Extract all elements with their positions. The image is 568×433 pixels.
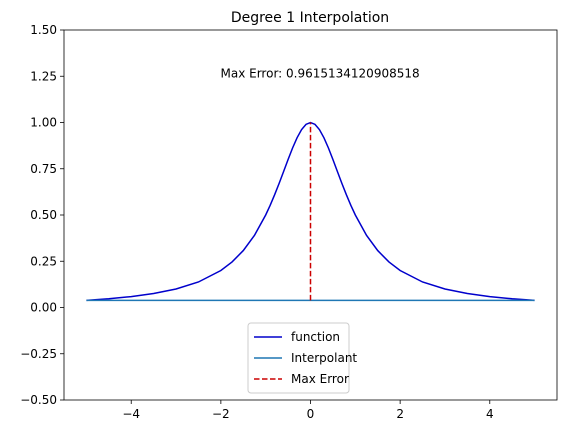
legend-label: function (291, 330, 340, 344)
y-tick-label: 0.50 (30, 208, 57, 222)
legend-box (247, 322, 350, 394)
x-tick-label: 0 (307, 407, 315, 421)
legend-label: Interpolant (291, 351, 357, 365)
max-error-annotation: Max Error: 0.9615134120908518 (221, 66, 420, 80)
y-tick-label: 0.25 (30, 254, 57, 268)
y-tick-label: −0.50 (20, 393, 57, 407)
y-tick-label: 1.00 (30, 116, 57, 130)
y-tick-label: −0.25 (20, 347, 57, 361)
y-tick-label: 0.00 (30, 301, 57, 315)
annotation-layer: Max Error: 0.9615134120908518 (221, 66, 420, 80)
legend-label: Max Error (291, 372, 349, 386)
y-tick-label: 1.25 (30, 69, 57, 83)
x-tick-label: 4 (486, 407, 494, 421)
axes-layer: −4 −2 0 2 4 −0.50 −0.25 0.00 0.25 0.50 0.75 1.00 1.2… (20, 23, 558, 421)
x-tick-label: −2 (212, 407, 230, 421)
series-line-function (86, 121, 535, 302)
y-tick-label: 0.75 (30, 162, 57, 176)
legend: function Interpolant Max Error (247, 322, 357, 394)
x-tick-label: 2 (396, 407, 404, 421)
chart-title: Degree 1 Interpolation (231, 10, 389, 26)
series-layer (86, 121, 535, 302)
y-tick-label: 1.50 (30, 23, 57, 37)
x-tick-label: −4 (122, 407, 140, 421)
